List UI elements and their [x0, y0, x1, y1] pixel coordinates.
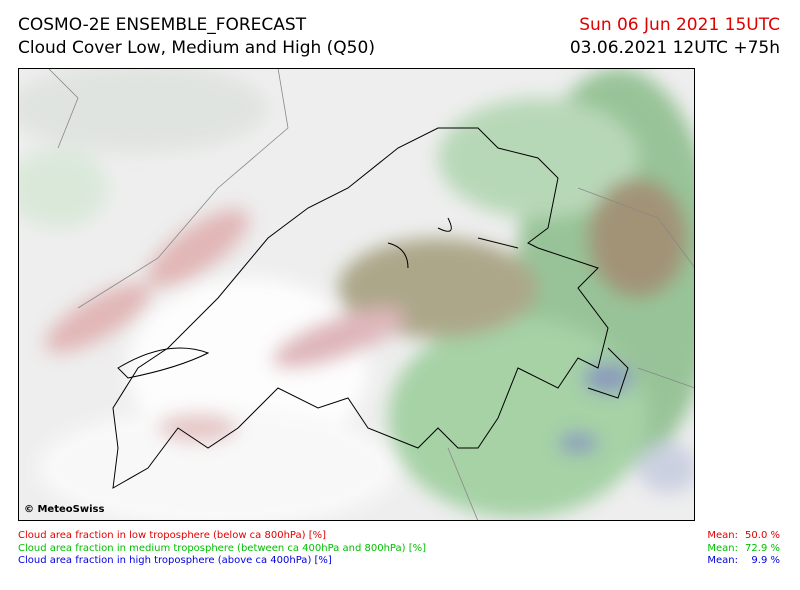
legend-text: Cloud area fraction in medium tropospher… — [18, 542, 427, 554]
legend-mean-value: 72.9 % — [745, 542, 780, 554]
legend-mean-label: Mean: — [707, 555, 738, 566]
valid-time: Sun 06 Jun 2021 15UTC — [579, 15, 780, 35]
subtitle: Cloud Cover Low, Medium and High (Q50) — [18, 38, 375, 58]
run-time: 03.06.2021 12UTC +75h — [569, 38, 780, 58]
legend-mean-value: 50.0 % — [745, 530, 780, 541]
copyright: © MeteoSwiss — [24, 504, 105, 515]
legend-text: Cloud area fraction in low troposphere (… — [18, 530, 327, 541]
title: COSMO-2E ENSEMBLE_FORECAST — [18, 15, 307, 35]
legend-mean-label: Mean: — [707, 542, 738, 554]
legend-mean-value: 9.9 % — [751, 555, 780, 566]
map — [18, 68, 695, 521]
legend-text: Cloud area fraction in high troposphere … — [18, 555, 332, 566]
legend-mean-label: Mean: — [707, 530, 738, 541]
